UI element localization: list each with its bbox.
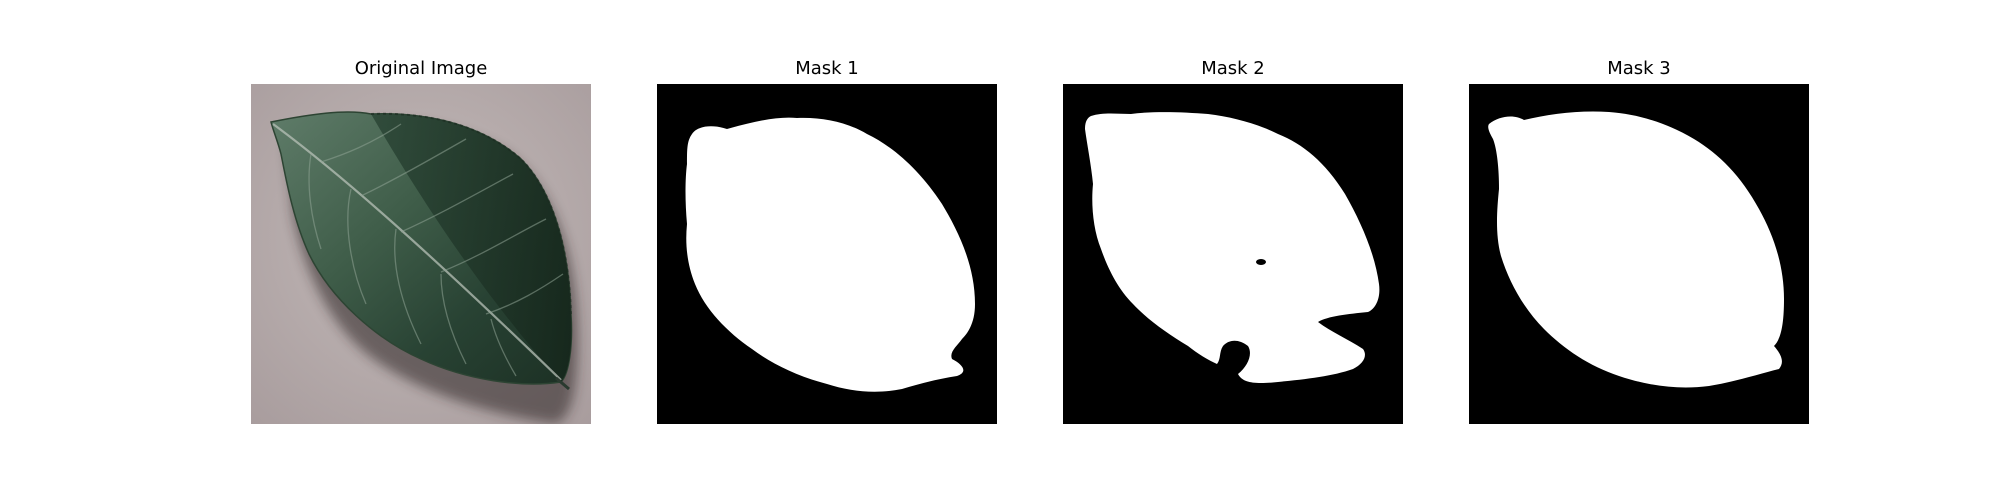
mask-1-image [657, 84, 997, 424]
mask-2-image [1063, 84, 1403, 424]
panel-mask-2: Mask 2 [1063, 55, 1403, 424]
original-leaf-photo [251, 84, 591, 424]
panel-mask-1: Mask 1 [657, 55, 997, 424]
panel-title: Mask 2 [1201, 58, 1265, 79]
mask-3-image [1469, 84, 1809, 424]
panel-title: Mask 1 [795, 58, 859, 79]
panel-title: Mask 3 [1607, 58, 1671, 79]
panel-title: Original Image [354, 58, 488, 79]
panel-mask-3: Mask 3 [1469, 55, 1809, 424]
panel-original-image: Original Image [251, 55, 591, 424]
